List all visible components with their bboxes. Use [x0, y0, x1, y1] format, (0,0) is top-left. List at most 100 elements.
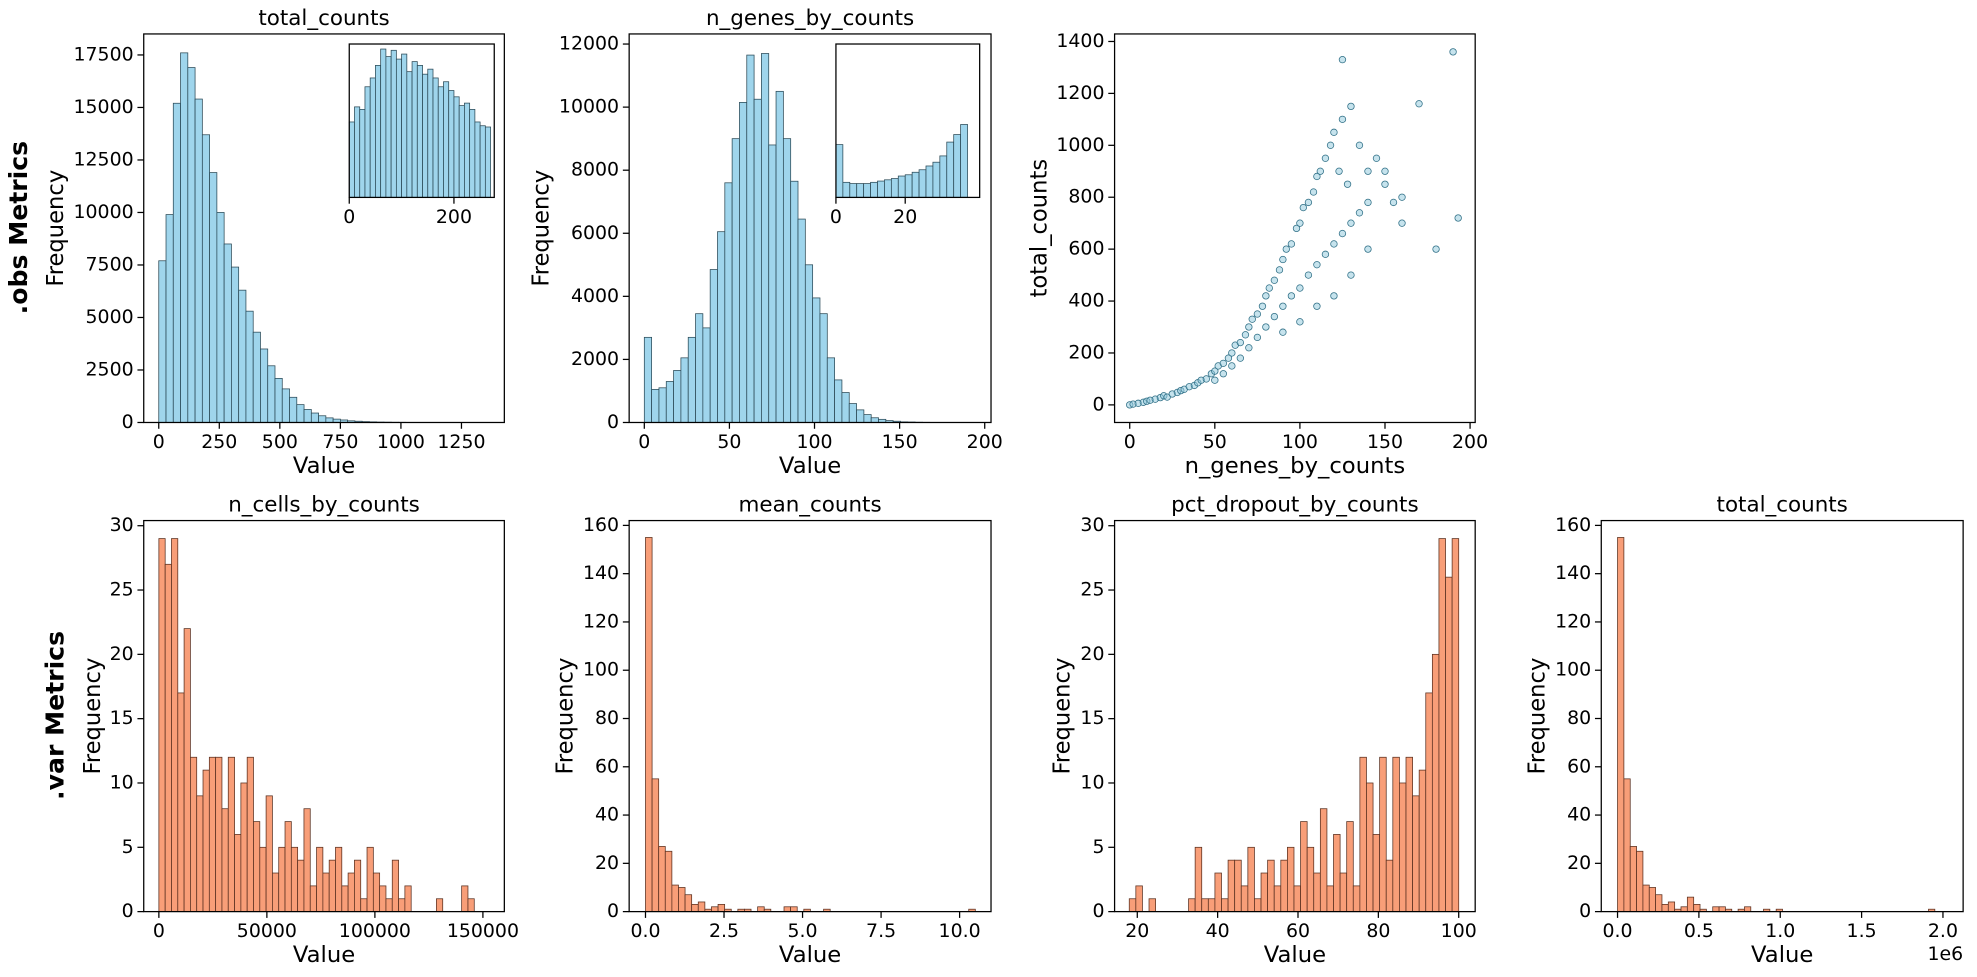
bar [411, 61, 418, 198]
axes-frame [1113, 33, 1476, 424]
y-tick-label: 0 [122, 411, 134, 433]
x-tick-label: 1250 [437, 431, 485, 453]
bar [281, 388, 290, 423]
x-tick-label: 100 [1282, 431, 1318, 453]
x-tick-label: 200 [967, 431, 1003, 453]
bar [1227, 859, 1236, 912]
y-axis-label: Frequency [1049, 658, 1075, 775]
point [1355, 141, 1364, 149]
bar [289, 396, 298, 423]
bar [474, 121, 481, 198]
y-tick-label: 15 [1080, 707, 1104, 729]
bar [1642, 884, 1650, 912]
point [1381, 167, 1389, 175]
bar [790, 180, 799, 423]
chart-title: pct_dropout_by_counts [1171, 492, 1418, 517]
bar [782, 138, 792, 423]
bar [479, 125, 486, 198]
bar [1254, 898, 1262, 912]
point [1279, 328, 1287, 336]
bar [1293, 885, 1301, 912]
x-tick-label: 500 [262, 431, 298, 453]
bar [1135, 885, 1143, 912]
x-tick-label: 40 [1206, 920, 1230, 942]
x-tick-label: 200 [1452, 431, 1488, 453]
x-tick-label: 1.0 [1765, 920, 1795, 942]
bar [1399, 782, 1407, 912]
y-axis-label: Frequency [80, 658, 106, 775]
bar [753, 98, 762, 423]
bar [946, 141, 955, 198]
bar [911, 171, 920, 198]
bar [1128, 898, 1137, 912]
bar [366, 846, 374, 912]
bar [702, 327, 711, 423]
bar [1445, 576, 1453, 912]
x-tick-label: 0.5 [1684, 920, 1714, 942]
x-axis-label: Value [293, 942, 355, 968]
bar [209, 172, 218, 423]
bar [1201, 898, 1209, 912]
x-tick-label: 750 [322, 431, 358, 453]
bar [422, 73, 429, 198]
bar [231, 266, 240, 423]
bar [877, 180, 885, 198]
y-tick-label: 1000 [1056, 134, 1104, 156]
bar [208, 756, 217, 912]
point [1454, 214, 1462, 222]
x-tick-label: 150 [1367, 431, 1403, 453]
y-tick-label: 17500 [74, 43, 134, 65]
bar [804, 264, 814, 423]
bar [404, 885, 412, 912]
y-tick-label: 30 [1080, 514, 1104, 536]
bar [322, 872, 330, 912]
x-axis-label: Value [293, 453, 355, 479]
y-tick-label: 0 [607, 411, 619, 433]
bar [717, 231, 726, 423]
y-tick-label: 7500 [86, 253, 134, 275]
point [1343, 180, 1352, 188]
bar [245, 310, 254, 423]
bar [761, 53, 770, 423]
bar [695, 313, 704, 423]
axes-frame [1113, 519, 1476, 913]
point [1219, 370, 1227, 378]
x-tick-label: 0 [830, 206, 842, 228]
bar [1267, 859, 1275, 912]
x-tick-label: 150 [882, 431, 918, 453]
row-label: .var Metrics [41, 631, 70, 800]
point [1262, 292, 1270, 300]
bar [1188, 898, 1196, 912]
row-label: .obs Metrics [4, 141, 33, 314]
bar [783, 906, 791, 912]
bar [187, 67, 196, 423]
point [1398, 193, 1406, 201]
bar [925, 165, 934, 198]
point [1270, 312, 1279, 321]
x-tick-label: 20 [893, 206, 917, 228]
bar [252, 331, 261, 423]
point [1228, 362, 1236, 370]
y-axis-label: Frequency [1525, 658, 1551, 775]
bar [1418, 769, 1427, 912]
bar [1287, 846, 1295, 912]
bar [416, 65, 423, 198]
bar [1313, 872, 1321, 912]
x-tick-label: 50000 [237, 920, 297, 942]
y-tick-label: 2500 [86, 358, 134, 380]
point [1330, 292, 1338, 300]
y-tick-label: 15000 [74, 96, 134, 118]
point [1211, 367, 1219, 375]
bar [172, 102, 181, 423]
chart-title: n_cells_by_counts [228, 492, 420, 517]
y-tick-label: 80 [1567, 707, 1591, 729]
bar [202, 769, 210, 912]
y-tick-label: 60 [595, 755, 619, 777]
bar [1655, 894, 1663, 912]
bar [1148, 898, 1156, 912]
point [1228, 349, 1236, 357]
point [1321, 250, 1330, 258]
point [1364, 245, 1372, 253]
y-tick-label: 100 [583, 659, 619, 681]
bar [190, 756, 198, 912]
